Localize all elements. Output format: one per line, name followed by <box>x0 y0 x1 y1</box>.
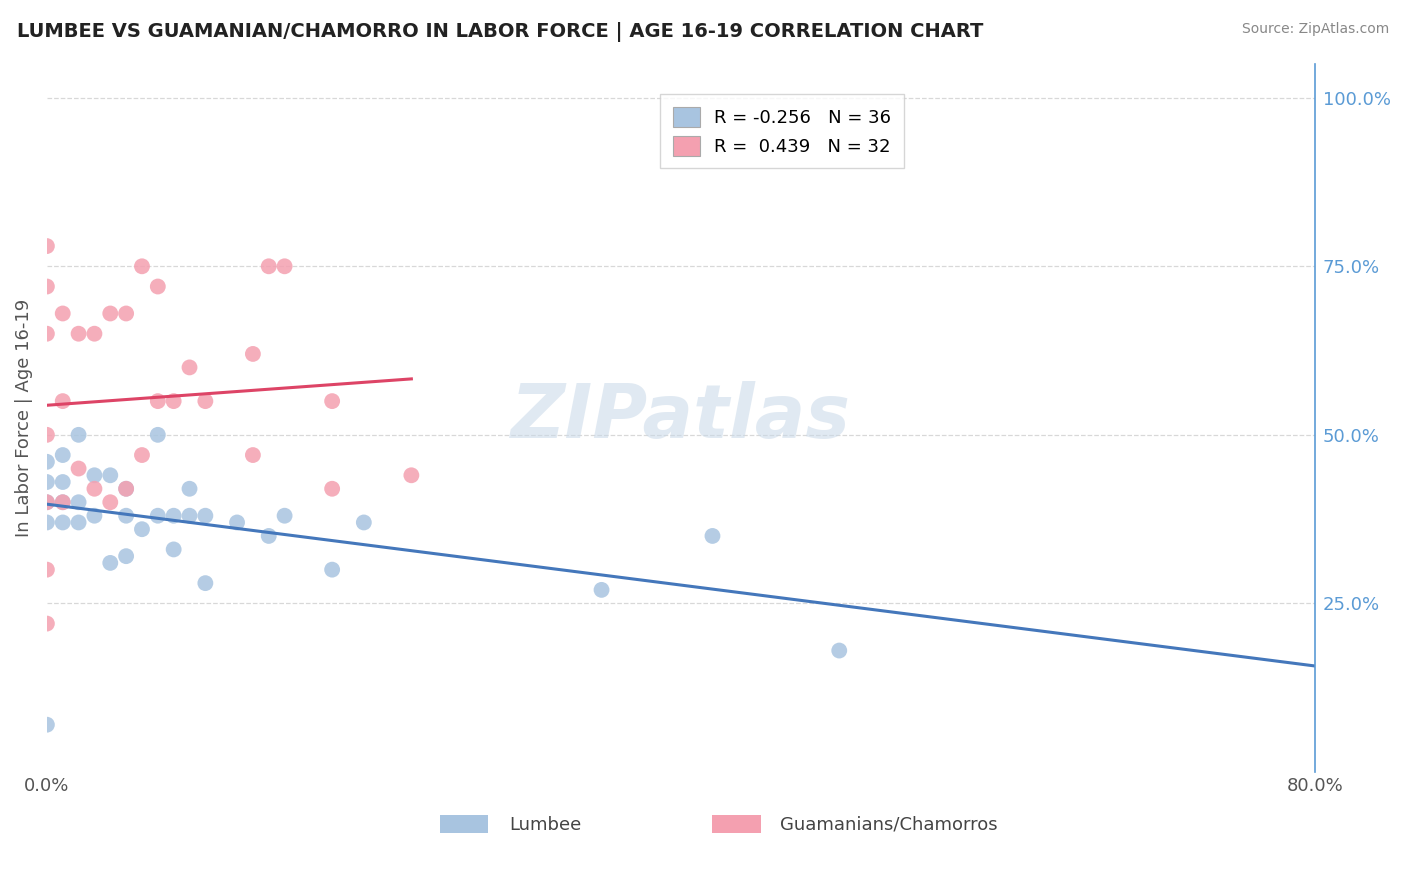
Point <box>52 475 75 489</box>
FancyBboxPatch shape <box>713 815 761 833</box>
Point <box>257 529 280 543</box>
Point <box>194 576 217 591</box>
Point <box>35 563 58 577</box>
Point <box>35 516 58 530</box>
Point <box>273 508 295 523</box>
Point <box>115 508 138 523</box>
Point <box>52 306 75 320</box>
Point <box>98 468 121 483</box>
Point <box>321 482 343 496</box>
Point <box>67 427 90 442</box>
Point <box>179 508 201 523</box>
Y-axis label: In Labor Force | Age 16-19: In Labor Force | Age 16-19 <box>15 299 32 537</box>
Point <box>194 508 217 523</box>
Point <box>194 394 217 409</box>
Point <box>115 306 138 320</box>
Point <box>163 542 186 557</box>
Point <box>115 482 138 496</box>
Point <box>35 495 58 509</box>
Point <box>179 360 201 375</box>
Point <box>52 516 75 530</box>
Point <box>52 495 75 509</box>
Point <box>828 643 851 657</box>
Point <box>83 326 105 341</box>
Point <box>35 326 58 341</box>
Point <box>115 549 138 564</box>
Point <box>35 717 58 731</box>
Point <box>98 495 121 509</box>
Point <box>67 516 90 530</box>
Point <box>226 516 249 530</box>
Point <box>98 306 121 320</box>
Point <box>52 495 75 509</box>
Point <box>257 260 280 274</box>
Text: Source: ZipAtlas.com: Source: ZipAtlas.com <box>1241 22 1389 37</box>
Point <box>52 394 75 409</box>
Point <box>98 556 121 570</box>
Point <box>83 468 105 483</box>
Point <box>35 616 58 631</box>
Point <box>273 260 295 274</box>
Point <box>146 508 169 523</box>
Point <box>353 516 375 530</box>
Point <box>321 394 343 409</box>
Point <box>67 326 90 341</box>
Point <box>146 279 169 293</box>
Point <box>35 427 58 442</box>
FancyBboxPatch shape <box>440 815 488 833</box>
Point <box>242 347 264 361</box>
Point <box>242 448 264 462</box>
Point <box>35 495 58 509</box>
Point <box>83 508 105 523</box>
Point <box>67 461 90 475</box>
Point <box>146 427 169 442</box>
Point <box>131 522 153 536</box>
Text: ZIPatlas: ZIPatlas <box>510 382 851 454</box>
Point <box>163 508 186 523</box>
Point <box>163 394 186 409</box>
Point <box>702 529 724 543</box>
Text: LUMBEE VS GUAMANIAN/CHAMORRO IN LABOR FORCE | AGE 16-19 CORRELATION CHART: LUMBEE VS GUAMANIAN/CHAMORRO IN LABOR FO… <box>17 22 983 42</box>
Point <box>146 394 169 409</box>
Point <box>52 448 75 462</box>
Point <box>35 239 58 253</box>
Point <box>35 475 58 489</box>
Point <box>591 582 613 597</box>
Point <box>131 448 153 462</box>
Point <box>83 482 105 496</box>
Legend: R = -0.256   N = 36, R =  0.439   N = 32: R = -0.256 N = 36, R = 0.439 N = 32 <box>661 95 904 169</box>
Text: Lumbee: Lumbee <box>509 816 582 834</box>
Point <box>67 495 90 509</box>
Text: Guamanians/Chamorros: Guamanians/Chamorros <box>780 816 997 834</box>
Point <box>131 260 153 274</box>
Point <box>401 468 423 483</box>
Point <box>115 482 138 496</box>
Point <box>179 482 201 496</box>
Point <box>35 279 58 293</box>
Point <box>321 563 343 577</box>
Point <box>35 455 58 469</box>
